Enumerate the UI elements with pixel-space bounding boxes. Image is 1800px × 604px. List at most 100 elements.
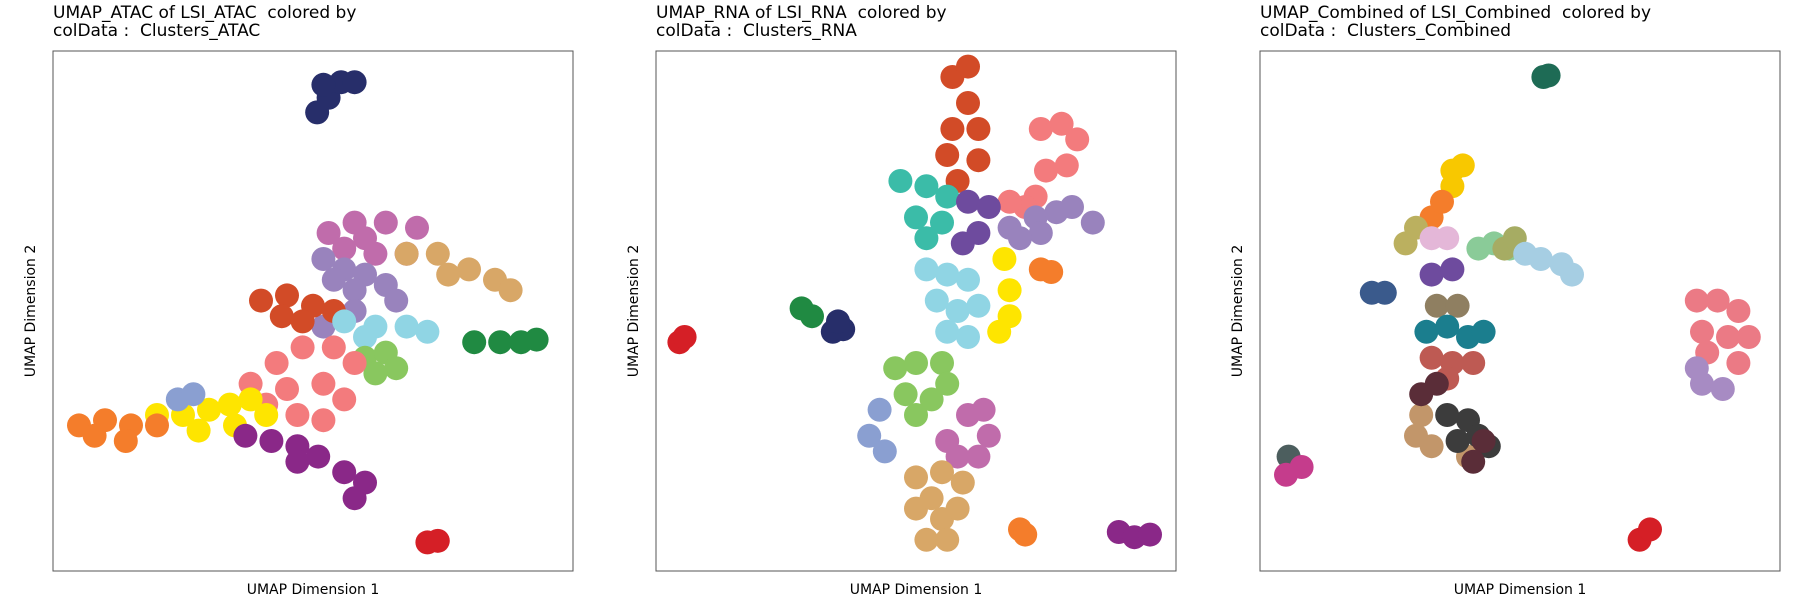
- y-axis-label: UMAP Dimension 2: [23, 245, 39, 378]
- point: [935, 184, 960, 209]
- point: [233, 423, 258, 448]
- point: [342, 70, 367, 95]
- point: [1440, 257, 1465, 282]
- point: [264, 351, 289, 375]
- point: [888, 169, 913, 193]
- plot-frame: [655, 50, 1177, 572]
- point: [405, 215, 429, 240]
- point: [1435, 226, 1460, 251]
- panel: UMAP_Combined of LSI_Combined colored by…: [1230, 3, 1781, 598]
- point: [914, 257, 939, 282]
- point: [181, 382, 206, 407]
- point: [311, 72, 336, 97]
- plot-frame: [1259, 50, 1781, 572]
- point: [904, 403, 928, 427]
- point: [1471, 429, 1496, 453]
- chart-title: colData : Clusters_Combined: [1260, 21, 1511, 41]
- point: [342, 278, 367, 303]
- point: [498, 278, 523, 303]
- point: [997, 189, 1022, 214]
- point: [1414, 319, 1439, 344]
- point: [872, 439, 897, 464]
- chart-title: colData : Clusters_RNA: [656, 21, 857, 41]
- point: [1013, 522, 1038, 547]
- point: [311, 371, 336, 396]
- point: [930, 210, 954, 235]
- point: [1435, 314, 1460, 339]
- point: [342, 486, 367, 511]
- point: [363, 361, 388, 386]
- point: [436, 262, 461, 287]
- point: [1049, 111, 1074, 136]
- point: [976, 195, 1001, 219]
- point: [826, 309, 850, 334]
- point: [1430, 189, 1454, 214]
- point: [904, 205, 928, 230]
- point: [966, 293, 991, 318]
- point: [373, 210, 398, 235]
- point: [394, 314, 419, 339]
- point: [462, 330, 487, 355]
- point: [966, 444, 991, 469]
- chart-title: colData : Clusters_ATAC: [53, 21, 260, 41]
- point: [1736, 325, 1761, 349]
- point: [672, 325, 697, 349]
- point: [956, 91, 980, 115]
- point: [488, 330, 513, 355]
- point: [342, 351, 367, 375]
- point: [1536, 63, 1561, 88]
- point: [997, 278, 1022, 303]
- point: [1419, 434, 1444, 459]
- plot-area: [67, 70, 549, 555]
- point: [956, 54, 980, 79]
- point: [353, 226, 377, 251]
- x-axis-label: UMAP Dimension 1: [1454, 582, 1587, 598]
- point: [1080, 210, 1105, 235]
- point: [316, 221, 341, 245]
- point: [238, 387, 263, 412]
- point: [1560, 262, 1584, 287]
- point: [186, 418, 211, 443]
- point: [1372, 280, 1397, 305]
- point: [914, 174, 939, 199]
- point: [1705, 288, 1730, 313]
- point: [1471, 319, 1496, 344]
- point: [1638, 517, 1662, 542]
- point: [919, 387, 944, 412]
- point: [1684, 356, 1709, 381]
- chart-title: UMAP_Combined of LSI_Combined colored by: [1260, 3, 1651, 23]
- point: [883, 356, 908, 381]
- point: [524, 327, 549, 352]
- point: [332, 309, 357, 334]
- point: [1690, 319, 1714, 344]
- plot-frame: [52, 50, 574, 572]
- point: [904, 465, 928, 490]
- point: [1289, 455, 1314, 479]
- point: [945, 496, 970, 521]
- point: [145, 413, 169, 438]
- point: [290, 309, 315, 334]
- point: [275, 283, 299, 308]
- point: [904, 351, 928, 375]
- point: [285, 403, 310, 427]
- point: [321, 335, 346, 360]
- point: [1419, 262, 1444, 287]
- point: [919, 486, 944, 511]
- point: [935, 371, 960, 396]
- point: [1065, 127, 1090, 152]
- point: [384, 356, 409, 381]
- point: [1450, 153, 1475, 178]
- point: [1008, 226, 1032, 251]
- point: [1726, 299, 1751, 323]
- point: [306, 444, 331, 469]
- point: [1409, 382, 1434, 407]
- point: [332, 236, 357, 261]
- point: [353, 325, 377, 349]
- plot-area: [1274, 63, 1761, 552]
- point: [290, 335, 315, 360]
- point: [935, 429, 960, 453]
- point: [950, 470, 975, 495]
- point: [1034, 158, 1058, 183]
- point: [940, 117, 965, 141]
